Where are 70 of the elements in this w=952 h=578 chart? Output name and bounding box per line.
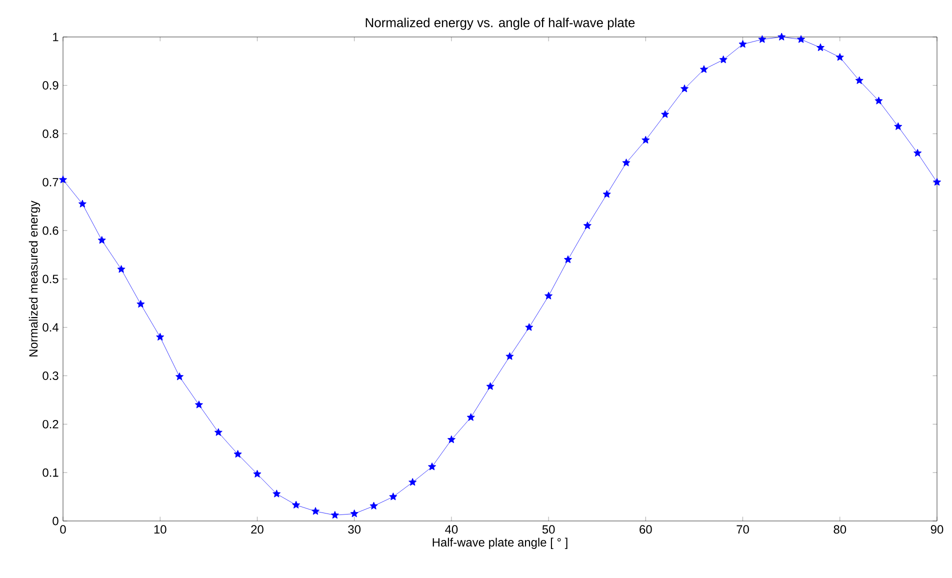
x-tick-label: 20 bbox=[251, 525, 264, 534]
point bbox=[564, 255, 572, 264]
point bbox=[661, 110, 670, 118]
point bbox=[136, 300, 145, 308]
y-tick-label: 0 bbox=[52, 516, 58, 526]
point bbox=[894, 122, 902, 130]
point bbox=[506, 352, 514, 360]
point bbox=[544, 292, 553, 300]
y-tick-label: 0.6 bbox=[42, 226, 58, 235]
y-tick-label: 0.2 bbox=[42, 420, 58, 428]
point bbox=[272, 490, 281, 498]
point bbox=[932, 178, 942, 186]
point bbox=[370, 502, 378, 510]
point bbox=[156, 332, 164, 341]
y-tick-label: 0.5 bbox=[42, 274, 58, 284]
point bbox=[408, 478, 417, 486]
point bbox=[58, 176, 68, 184]
point bbox=[428, 462, 436, 470]
y-axis-title: Normalized measured energy bbox=[28, 200, 40, 356]
x-tick-label: 0 bbox=[60, 525, 66, 534]
point bbox=[738, 40, 747, 48]
point bbox=[311, 507, 320, 515]
x-tick-label: 30 bbox=[348, 525, 361, 534]
point bbox=[622, 158, 630, 166]
point bbox=[117, 265, 126, 273]
point bbox=[98, 236, 106, 244]
x-tick-label: 60 bbox=[640, 525, 652, 534]
point bbox=[700, 65, 708, 73]
point bbox=[642, 136, 650, 144]
x-tick-label: 10 bbox=[154, 525, 166, 534]
x-axis-title: Half-wave plate angle [ ° ] bbox=[432, 538, 568, 549]
point bbox=[778, 32, 786, 40]
x-tick-label: 80 bbox=[834, 525, 846, 534]
point bbox=[816, 43, 825, 52]
point bbox=[466, 413, 475, 421]
x-tick-label: 40 bbox=[445, 525, 458, 534]
point bbox=[914, 148, 922, 157]
point bbox=[836, 53, 844, 61]
point bbox=[680, 84, 689, 92]
point bbox=[447, 435, 456, 444]
x-tick-label: 70 bbox=[736, 525, 749, 534]
point bbox=[330, 510, 339, 519]
point bbox=[525, 323, 534, 331]
y-tick-label: 0.7 bbox=[42, 178, 58, 186]
x-tick-label: 90 bbox=[930, 525, 944, 534]
x-tick-label: 50 bbox=[542, 525, 555, 534]
point bbox=[78, 200, 86, 208]
point bbox=[253, 470, 262, 478]
chart-title: Normalized energy vs. angle of half-wave plate bbox=[366, 18, 635, 30]
point bbox=[797, 35, 806, 43]
y-tick-label: 0.1 bbox=[42, 468, 58, 477]
point bbox=[234, 450, 242, 458]
point bbox=[719, 55, 728, 64]
point bbox=[194, 400, 204, 408]
point bbox=[486, 382, 494, 390]
point bbox=[855, 76, 864, 84]
point bbox=[214, 428, 222, 436]
point bbox=[758, 35, 766, 43]
point bbox=[350, 509, 358, 518]
y-tick-label: 0.3 bbox=[42, 372, 58, 380]
y-tick-label: 0.4 bbox=[42, 323, 58, 332]
point bbox=[389, 492, 398, 500]
point bbox=[292, 500, 300, 508]
point bbox=[583, 222, 592, 230]
point bbox=[176, 372, 184, 380]
y-tick-label: 0.9 bbox=[42, 81, 58, 90]
y-tick-label: 1 bbox=[53, 32, 58, 42]
y-tick-label: 0.8 bbox=[42, 130, 58, 138]
point bbox=[602, 190, 611, 198]
point bbox=[874, 96, 883, 104]
